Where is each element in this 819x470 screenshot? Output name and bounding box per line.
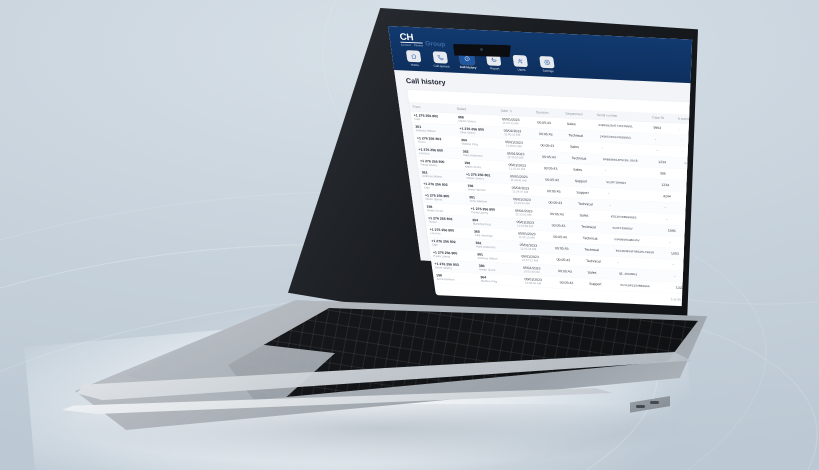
page-body: Call history FILTER [394, 70, 698, 312]
clock-icon [459, 52, 475, 65]
nav-item-home[interactable]: Home [402, 50, 427, 67]
nav-item-users[interactable]: Users [508, 54, 533, 72]
app-header: CH Connect Phones Group Nicholas Joseph … [388, 26, 693, 88]
nav-item-call-history[interactable]: Call history [455, 52, 480, 70]
nav-item-call-queues[interactable]: Call queues [428, 51, 453, 68]
nav-label: Users [517, 68, 526, 72]
logo-mark: CH [399, 31, 423, 44]
nav-label: Settings [542, 69, 554, 73]
call-history-table: From Dialed Date⇅ Duration Department Se… [408, 102, 698, 299]
users-icon [512, 54, 529, 68]
logo-subtext-left: Connect [400, 43, 412, 47]
cell-comment: - [696, 272, 698, 286]
nav-label: Home [410, 63, 420, 67]
logo-wordmark: Group [424, 39, 446, 48]
chart-pie-icon [485, 53, 502, 66]
cell-comment: - [689, 225, 693, 240]
pagination-prev[interactable]: ‹ [695, 298, 698, 304]
primary-navigation: Home Call queues Call hi [402, 50, 560, 73]
gear-icon [539, 56, 555, 69]
call-history-card: FILTER From [407, 89, 698, 312]
web-application: CH Connect Phones Group Nicholas Joseph … [388, 26, 693, 312]
home-icon [405, 50, 422, 63]
cell-comment: maybe some text etc... [693, 249, 698, 263]
phone-icon [432, 51, 449, 64]
table-body: +1 276 256 802 Cajo 988 Olivier Sherry 05/01… [410, 111, 698, 299]
nav-item-settings[interactable]: Settings [535, 56, 560, 73]
nav-label: Report [490, 66, 500, 71]
cell-comment: - [695, 260, 698, 274]
nav-label: Call history [459, 65, 477, 70]
cell-comment: - [691, 237, 693, 251]
sort-icon: ⇅ [509, 109, 513, 114]
nav-item-report[interactable]: Report [482, 53, 507, 71]
laptop-screen: CH Connect Phones Group Nicholas Joseph … [295, 16, 693, 351]
logo-subtext-right: Phones [413, 44, 424, 48]
nav-label: Call queues [433, 64, 450, 69]
brand-logo[interactable]: CH Connect Phones Group [399, 31, 446, 49]
camera-icon [480, 48, 483, 51]
